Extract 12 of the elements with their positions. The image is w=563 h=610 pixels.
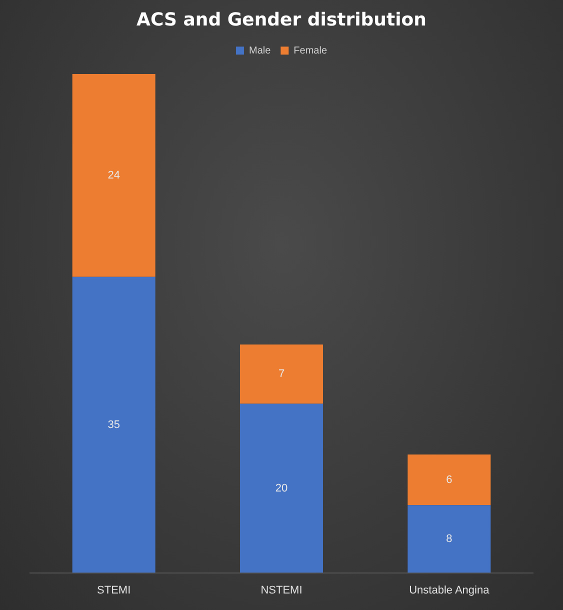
data-label: 7 [278,368,285,380]
data-label: 6 [446,474,452,486]
data-label: 20 [275,482,288,494]
data-label: 8 [446,533,452,546]
data-label: 24 [108,170,120,182]
data-label: 35 [108,418,120,431]
legend-label: Female [294,45,328,56]
x-tick-label: STEMI [97,584,131,596]
chart-title: ACS and Gender distribution [136,9,426,30]
x-tick-label: Unstable Angina [409,584,490,596]
legend-label: Male [248,45,272,56]
x-tick-label: NSTEMI [260,584,302,596]
